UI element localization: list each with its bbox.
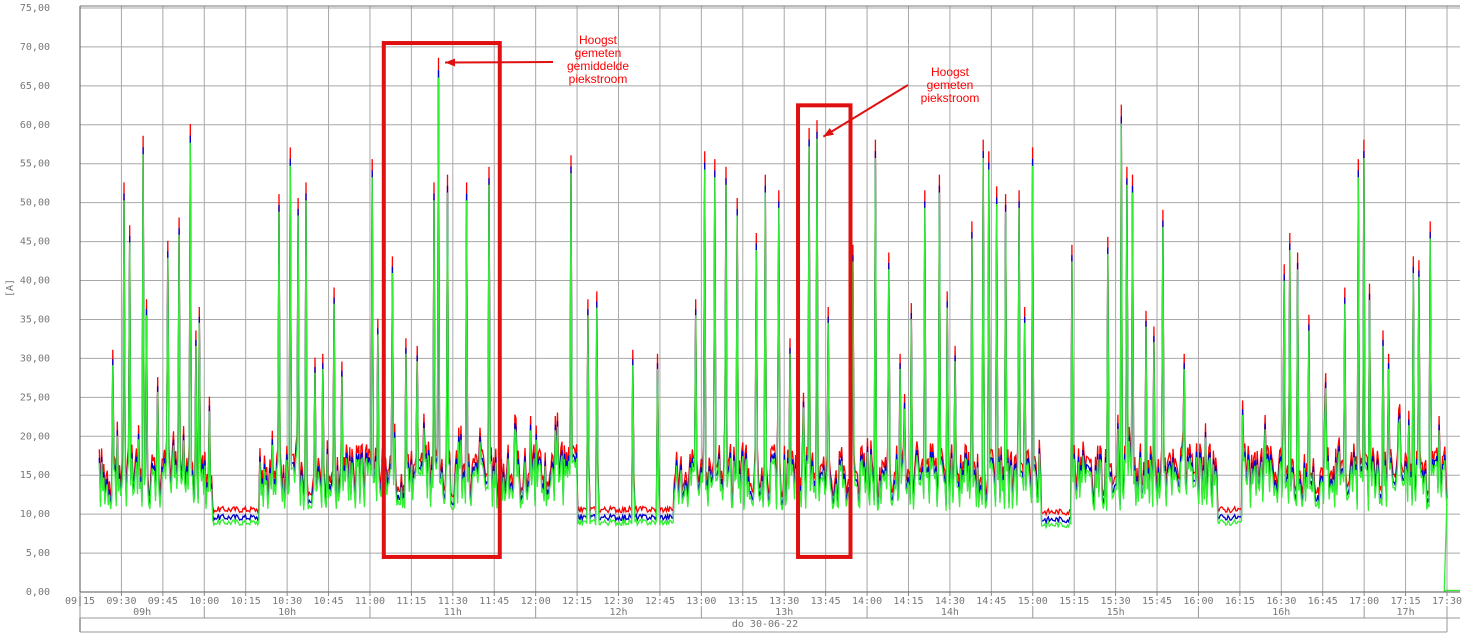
x-tick-label: 13:30: [769, 596, 799, 607]
annotation-text: gemeten: [927, 78, 974, 92]
x-tick-label: 13:00: [686, 596, 716, 607]
series-green-line: [98, 77, 1448, 530]
y-tick-label: 35,00: [20, 314, 50, 325]
hour-band: 09h 10h 11h 12h 13h 14h 15h 16h 17h: [79, 606, 1448, 618]
y-tick-label: 10,00: [20, 509, 50, 520]
y-tick-label: 70,00: [20, 42, 50, 53]
x-tick-label: 14:45: [976, 596, 1006, 607]
hour-label: 13h: [775, 607, 793, 618]
x-tick-label: 13:15: [728, 596, 758, 607]
x-tick-label: 12:00: [521, 596, 551, 607]
annotation-text: gemiddelde: [567, 59, 629, 73]
x-tick-label: 14:15: [893, 596, 923, 607]
annotation-text: piekstroom: [569, 72, 628, 86]
annotation-arrowhead: [823, 127, 834, 137]
series-group: [98, 57, 1460, 593]
x-tick-label: 09:45: [148, 596, 178, 607]
y-tick-label: 30,00: [20, 353, 50, 364]
annotation-box: [796, 103, 853, 559]
y-tick-label: 60,00: [20, 120, 50, 131]
y-tick-label: 45,00: [20, 237, 50, 248]
hour-label: 16h: [1272, 607, 1290, 618]
hour-label: 10h: [278, 607, 296, 618]
x-tick-label: 15:15: [1059, 596, 1089, 607]
annotation-arrow: [445, 61, 554, 64]
annotation-arrowhead: [445, 58, 456, 67]
x-tick-label: 14:00: [852, 596, 882, 607]
hour-label: 09h: [133, 607, 151, 618]
x-tick-label: 10:45: [313, 596, 343, 607]
x-tick-label: 11:00: [355, 596, 385, 607]
y-tick-label: 15,00: [20, 470, 50, 481]
x-tick-label: 10:00: [189, 596, 219, 607]
x-tick-label: 17:15: [1391, 596, 1421, 607]
y-tick-label: 50,00: [20, 198, 50, 209]
x-tick-label: 09:15: [65, 596, 95, 607]
annotation-text: Hoogst: [579, 33, 618, 47]
x-tick-label: 16:00: [1183, 596, 1213, 607]
y-axis-ticks: 0,00 5,00 10,00 15,00 20,00 25,00 30,00 35,00 40…: [20, 3, 50, 598]
annotation-text: Hoogst: [931, 65, 970, 79]
x-tick-label: 13:45: [811, 596, 841, 607]
y-tick-label: 5,00: [26, 548, 50, 559]
x-tick-label: 17:00: [1349, 596, 1379, 607]
x-axis-ticks: 09:15 09:30 09:45 10:00 10:15 10:30 10:45 11:00…: [65, 592, 1462, 607]
x-tick-label: 14:30: [935, 596, 965, 607]
hour-label: 12h: [609, 607, 627, 618]
hour-label: 17h: [1397, 607, 1415, 618]
annotation-box: [381, 41, 502, 559]
x-tick-label: 16:45: [1308, 596, 1338, 607]
x-tick-label: 15:45: [1142, 596, 1172, 607]
x-tick-label: 11:30: [438, 596, 468, 607]
hour-label: 11h: [444, 607, 462, 618]
hour-label: 15h: [1107, 607, 1125, 618]
x-tick-label: 10:15: [231, 596, 261, 607]
y-axis-label: [A]: [5, 279, 16, 297]
y-tick-label: 0,00: [26, 587, 50, 598]
axes: [79, 5, 1460, 633]
y-tick-label: 40,00: [20, 276, 50, 287]
x-tick-label: 12:30: [603, 596, 633, 607]
x-tick-label: 15:00: [1018, 596, 1048, 607]
y-tick-label: 20,00: [20, 431, 50, 442]
hour-label: 14h: [941, 607, 959, 618]
y-tick-label: 25,00: [20, 392, 50, 403]
x-tick-label: 11:15: [396, 596, 426, 607]
x-tick-label: 17:30: [1432, 596, 1462, 607]
x-tick-label: 12:45: [645, 596, 675, 607]
series-green-drop: [1443, 498, 1448, 593]
y-tick-label: 55,00: [20, 159, 50, 170]
x-tick-label: 10:30: [272, 596, 302, 607]
annotation-text: piekstroom: [921, 91, 980, 105]
x-tick-label: 11:45: [479, 596, 509, 607]
annotation-arrow: [822, 84, 909, 138]
date-label: do 30-06-22: [732, 619, 798, 630]
x-tick-label: 15:30: [1101, 596, 1131, 607]
y-tick-label: 65,00: [20, 81, 50, 92]
x-tick-label: 16:15: [1225, 596, 1255, 607]
annotation-text: gemeten: [575, 46, 622, 60]
y-tick-label: 75,00: [20, 3, 50, 14]
x-tick-label: 09:30: [106, 596, 136, 607]
x-tick-label: 16:30: [1266, 596, 1296, 607]
x-tick-label: 12:15: [562, 596, 592, 607]
